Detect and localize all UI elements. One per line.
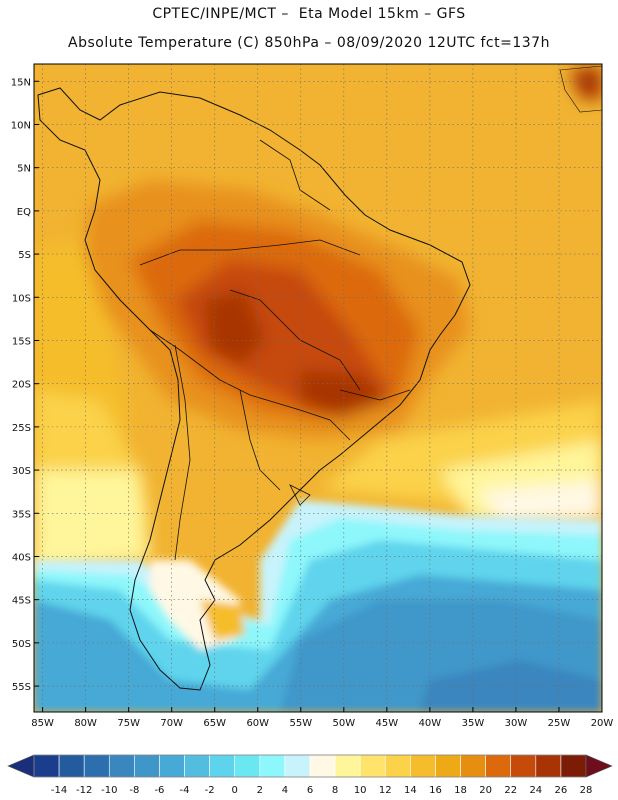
colorbar-frame <box>33 754 587 778</box>
colorbar-label: 6 <box>307 785 313 796</box>
colorbar-swatch <box>209 754 236 778</box>
colorbar-swatch <box>334 754 361 778</box>
lon-label: 50W <box>333 718 356 729</box>
lat-label: 30S <box>12 466 31 477</box>
longitude-labels: 85W 80W 75W 70W 65W 60W 55W 50W 45W 40W 35W 30W 25W 2… <box>31 718 613 729</box>
lon-label: 25W <box>548 718 571 729</box>
lon-label: 55W <box>289 718 312 729</box>
colorbar-over-arrow <box>585 754 613 778</box>
lat-label: 15N <box>11 77 31 88</box>
colorbar-label: 2 <box>257 785 263 796</box>
colorbar-swatch <box>410 754 436 778</box>
colorbar-swatch <box>58 754 85 778</box>
colorbar: -14 -12 -10 -8 -6 -4 -2 0 2 4 6 8 10 12 14 16 18 20 22 24 26… <box>7 754 613 796</box>
map-title-line-1: CPTEC/INPE/MCT – Eta Model 15km – GFS <box>152 6 466 22</box>
colorbar-label: 22 <box>504 785 517 796</box>
colorbar-label: 28 <box>580 785 593 796</box>
lon-label: 75W <box>117 718 140 729</box>
lagoon-outline <box>289 484 311 506</box>
lat-label: 25S <box>12 423 31 434</box>
colorbar-under-arrow <box>7 754 35 778</box>
colorbar-swatch <box>83 754 110 778</box>
lon-label: 35W <box>462 718 485 729</box>
lon-label: 20W <box>591 718 614 729</box>
lon-label: 85W <box>31 718 54 729</box>
colorbar-label: 24 <box>529 785 542 796</box>
colorbar-swatch <box>535 754 562 778</box>
colorbar-label: 8 <box>332 785 338 796</box>
country-borders <box>139 139 411 561</box>
cool-zone-10 <box>34 470 150 570</box>
colorbar-label: -4 <box>180 785 190 796</box>
lat-label: 50S <box>12 639 31 650</box>
colorbar-label: -2 <box>205 785 215 796</box>
colorbar-label: 4 <box>282 785 288 796</box>
colorbar-label: 26 <box>555 785 568 796</box>
colorbar-swatch <box>485 754 512 778</box>
lat-label: 5N <box>17 164 31 175</box>
lon-label: 60W <box>246 718 269 729</box>
africa-coast-outline <box>559 65 602 113</box>
lat-label: 10S <box>12 293 31 304</box>
lat-label: EQ <box>17 207 31 218</box>
colorbar-swatch <box>284 754 311 778</box>
lat-label: 20S <box>12 380 31 391</box>
map-title-line-2: Absolute Temperature (C) 850hPa – 08/09/… <box>68 35 550 51</box>
plot-frame <box>33 63 603 713</box>
lon-label: 40W <box>419 718 442 729</box>
continent-outline <box>37 87 471 691</box>
warm-zone-26c <box>570 66 602 100</box>
colorbar-label: 16 <box>429 785 442 796</box>
graticule <box>34 64 603 712</box>
colorbar-swatch <box>460 754 486 778</box>
colorbar-swatch <box>159 754 185 778</box>
colorbar-swatch <box>384 754 411 778</box>
colorbar-swatch <box>510 754 537 778</box>
lon-label: 65W <box>203 718 226 729</box>
colorbar-label: 18 <box>454 785 467 796</box>
colorbar-label: -14 <box>51 785 67 796</box>
colorbar-swatch <box>259 754 286 778</box>
latitude-labels: 15N 10N 5N EQ 5S 10S 15S 20S 25S 30S 35S 40S 45S 50S 5… <box>11 77 31 693</box>
warm-zone-26b <box>300 370 390 418</box>
lon-label: 45W <box>376 718 399 729</box>
lat-label: 15S <box>12 336 31 347</box>
colorbar-swatch <box>108 754 135 778</box>
colorbar-swatch <box>134 754 160 778</box>
colorbar-swatch <box>234 754 261 778</box>
lon-label: 30W <box>505 718 528 729</box>
lat-label: 40S <box>12 552 31 563</box>
colorbar-swatch <box>309 754 336 778</box>
lat-label: 35S <box>12 509 31 520</box>
lat-label: 45S <box>12 596 31 607</box>
patagonia-zone-16 <box>200 600 245 640</box>
colorbar-label: 10 <box>354 785 367 796</box>
colorbar-label: 20 <box>479 785 492 796</box>
lat-label: 5S <box>18 250 31 261</box>
colorbar-swatch <box>33 754 60 778</box>
colorbar-label: -12 <box>76 785 92 796</box>
colorbar-swatch <box>560 754 587 778</box>
colorbar-swatch <box>435 754 461 778</box>
lat-label: 10N <box>11 120 31 131</box>
colorbar-swatch <box>184 754 210 778</box>
lat-label: 55S <box>12 682 31 693</box>
colorbar-swatch <box>359 754 386 778</box>
warm-zone-26 <box>205 290 265 365</box>
colorbar-label: 12 <box>379 785 392 796</box>
colorbar-label: 14 <box>404 785 417 796</box>
lon-label: 70W <box>160 718 183 729</box>
lon-label: 80W <box>74 718 97 729</box>
colorbar-label: -6 <box>154 785 164 796</box>
colorbar-label: -8 <box>129 785 139 796</box>
colorbar-label: 0 <box>232 785 238 796</box>
cool-zone-8 <box>480 480 602 525</box>
temperature-field <box>34 64 602 712</box>
colorbar-label: -10 <box>101 785 117 796</box>
